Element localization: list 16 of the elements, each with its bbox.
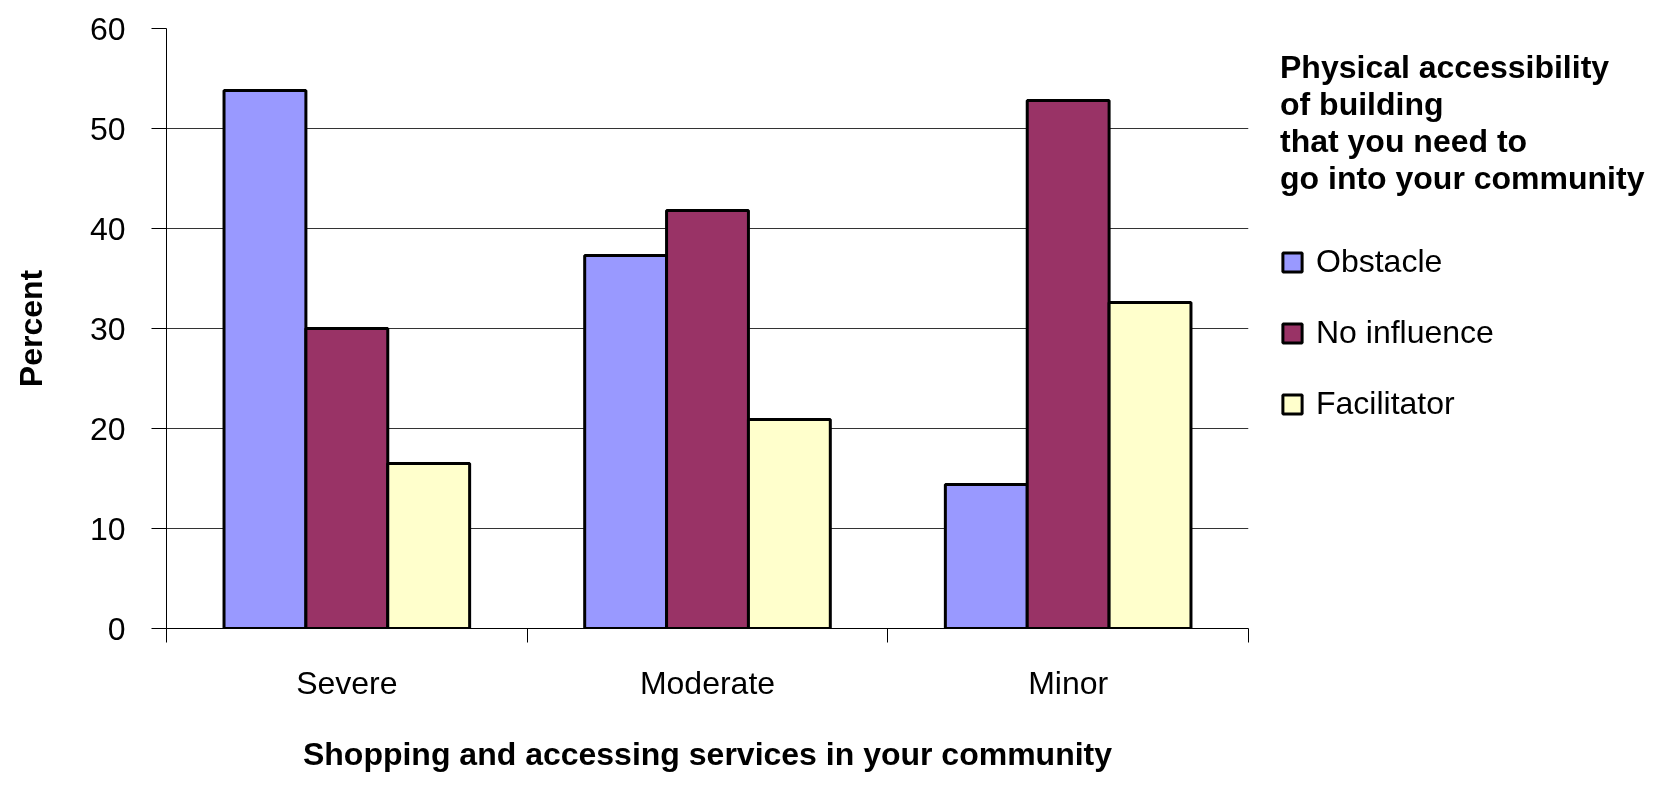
x-tick-label: Minor: [1028, 664, 1109, 701]
legend-label: Facilitator: [1316, 385, 1455, 422]
y-tick-label: 20: [89, 410, 126, 447]
x-tick-label: Severe: [296, 664, 398, 701]
y-tick-label: 50: [89, 110, 126, 147]
y-tick-label: 40: [89, 210, 126, 247]
x-axis-title: Shopping and accessing services in your community: [302, 735, 1113, 772]
y-tick-label: 60: [89, 10, 126, 47]
legend-label: Obstacle: [1316, 243, 1443, 280]
x-tick-label: Moderate: [639, 664, 776, 701]
y-tick-label: 30: [89, 310, 126, 347]
y-tick-label: 10: [89, 510, 126, 547]
legend-title: Physical accessibility of building that you need to go into your community: [1280, 49, 1645, 197]
y-tick-label: 0: [107, 610, 126, 647]
y-axis-title: Percent: [12, 269, 49, 388]
legend-label: No influence: [1316, 314, 1494, 351]
